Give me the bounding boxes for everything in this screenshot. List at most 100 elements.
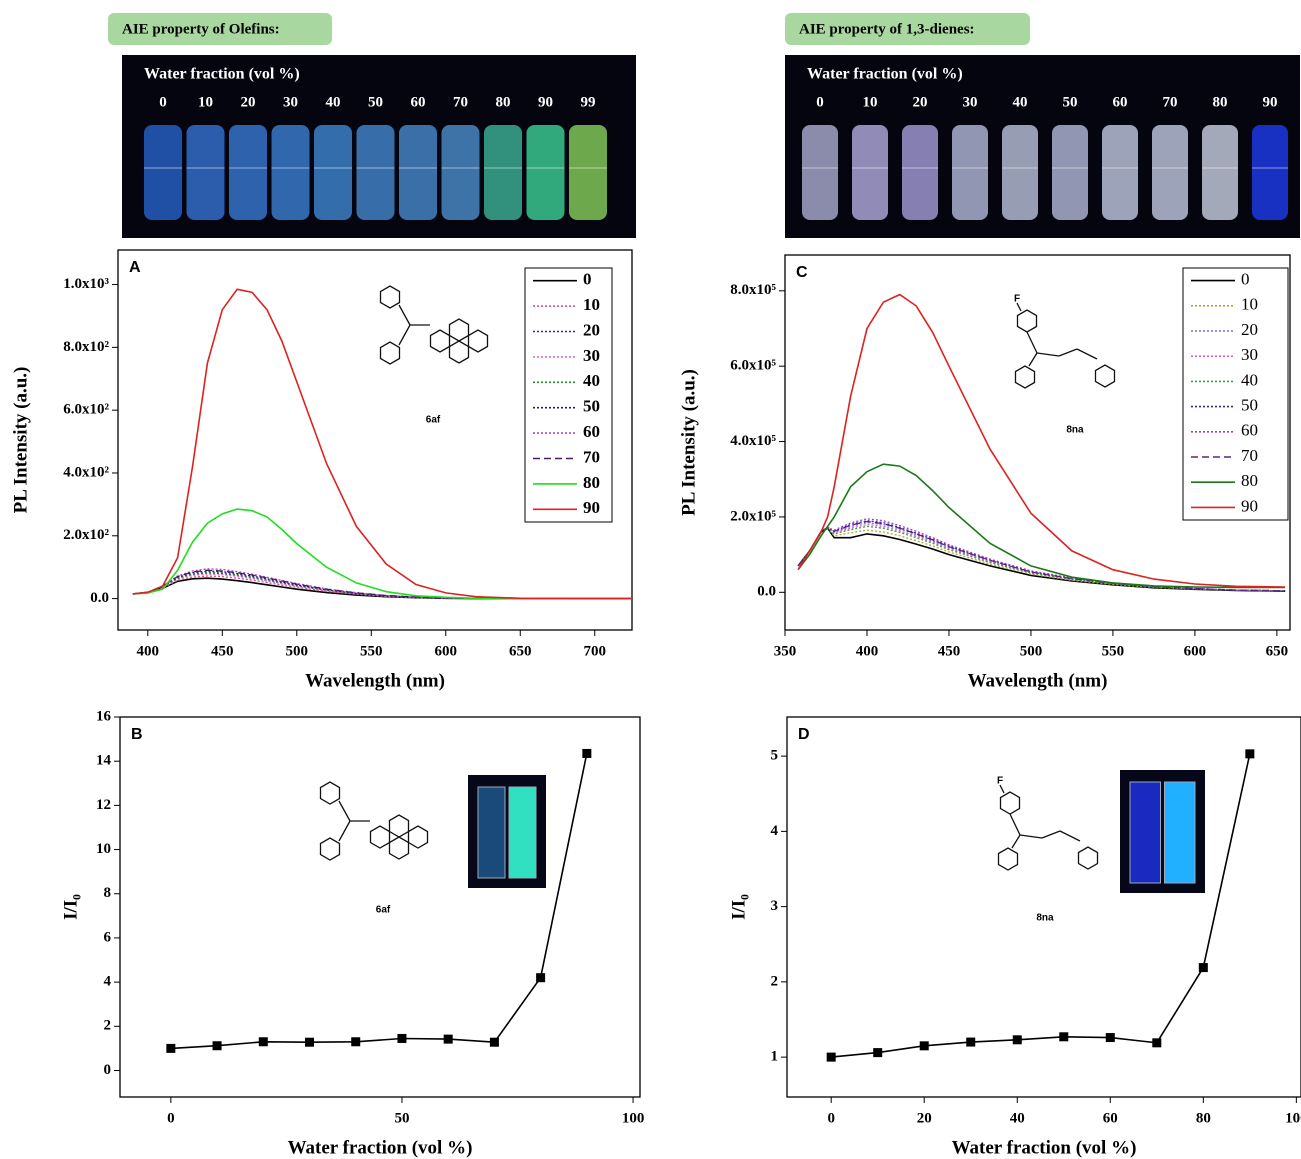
molecule-ring bbox=[448, 340, 470, 364]
x-tick-label: 20 bbox=[917, 1110, 932, 1126]
data-point bbox=[351, 1037, 361, 1047]
vial bbox=[1052, 125, 1088, 220]
series-line bbox=[797, 527, 1286, 592]
molecule-bond bbox=[1076, 348, 1098, 360]
legend-label: 60 bbox=[1241, 421, 1258, 440]
y-tick-label: 8.0x10⁵ bbox=[730, 282, 776, 298]
legend-label: 40 bbox=[583, 371, 600, 390]
fraction-label: 80 bbox=[496, 94, 511, 110]
molecule-bond bbox=[1016, 302, 1022, 312]
title-box bbox=[785, 13, 1030, 45]
data-point bbox=[443, 1034, 453, 1044]
fraction-label: 70 bbox=[1163, 94, 1178, 110]
data-point bbox=[166, 1043, 176, 1053]
molecule-ring bbox=[388, 836, 410, 860]
vial bbox=[952, 125, 988, 220]
legend-label: 60 bbox=[583, 422, 600, 441]
molecule-ring bbox=[388, 814, 410, 838]
y-tick-label: 4 bbox=[771, 823, 779, 839]
x-tick-label: 550 bbox=[1102, 643, 1125, 659]
molecule-bond bbox=[398, 304, 411, 326]
plot-frame bbox=[784, 254, 1291, 631]
legend-label: 70 bbox=[583, 447, 600, 466]
molecule-bond bbox=[999, 784, 1005, 794]
y-axis-title: I/I₀ bbox=[60, 894, 81, 920]
fraction-label: 60 bbox=[411, 94, 426, 110]
plot-frame bbox=[786, 716, 1301, 1098]
fraction-label: 60 bbox=[1113, 94, 1128, 110]
molecule-ring bbox=[999, 791, 1021, 815]
legend-label: 0 bbox=[583, 270, 592, 289]
photo-caption: Water fraction (vol %) bbox=[807, 66, 963, 83]
y-tick-label: 0 bbox=[104, 1062, 112, 1078]
fraction-label: 80 bbox=[1213, 94, 1228, 110]
data-point bbox=[582, 748, 592, 758]
molecule-ring bbox=[369, 825, 391, 849]
plot-frame bbox=[119, 716, 641, 1098]
fraction-label: 40 bbox=[1013, 94, 1028, 110]
fraction-label: 20 bbox=[241, 94, 256, 110]
fraction-label: 10 bbox=[863, 94, 878, 110]
series-line bbox=[797, 527, 1286, 592]
x-tick-label: 700 bbox=[584, 643, 607, 659]
legend-label: 20 bbox=[583, 320, 600, 339]
fraction-label: 0 bbox=[816, 94, 824, 110]
series-line bbox=[132, 288, 632, 600]
data-point bbox=[397, 1033, 407, 1043]
molecule-bond bbox=[1028, 352, 1038, 367]
y-tick-label: 4 bbox=[104, 974, 112, 990]
y-tick-label: 2.0x10² bbox=[63, 527, 109, 543]
panel-label: B bbox=[131, 726, 143, 743]
series-line bbox=[797, 521, 1286, 592]
cuvette bbox=[1164, 781, 1196, 884]
vial bbox=[399, 125, 437, 220]
y-tick-label: 12 bbox=[96, 797, 111, 813]
y-tick-label: 1 bbox=[771, 1049, 779, 1065]
fraction-label: 30 bbox=[963, 94, 978, 110]
data-point bbox=[826, 1052, 836, 1062]
molecule-ring bbox=[1094, 364, 1116, 388]
molecule-bond bbox=[1059, 830, 1081, 842]
molecule-ring bbox=[429, 329, 451, 353]
photo-title: AIE property of 1,3-dienes: bbox=[799, 21, 975, 37]
molecule-bond bbox=[1058, 348, 1078, 357]
legend-label: 10 bbox=[1241, 295, 1258, 314]
molecule-ring bbox=[379, 341, 401, 365]
fraction-label: 10 bbox=[198, 94, 213, 110]
y-tick-label: 6.0x10⁵ bbox=[730, 358, 776, 374]
vial bbox=[569, 125, 607, 220]
data-point bbox=[1198, 963, 1208, 973]
legend-box bbox=[524, 267, 613, 523]
x-tick-label: 80 bbox=[1196, 1110, 1211, 1126]
vial bbox=[314, 125, 352, 220]
molecule-bond bbox=[1036, 352, 1060, 357]
plot-area bbox=[170, 753, 588, 1050]
series-line bbox=[132, 569, 632, 600]
y-tick-label: 0.0 bbox=[90, 590, 109, 606]
vial bbox=[271, 125, 310, 220]
molecule-bond bbox=[1011, 834, 1021, 849]
y-tick-label: 8.0x10² bbox=[63, 339, 109, 355]
molecule-bond bbox=[398, 324, 411, 346]
molecule-ring bbox=[319, 781, 341, 805]
x-tick-label: 450 bbox=[211, 643, 234, 659]
y-tick-label: 6.0x10² bbox=[63, 402, 109, 418]
y-tick-label: 14 bbox=[96, 753, 112, 769]
vial bbox=[802, 125, 838, 220]
cuvette bbox=[477, 786, 506, 879]
y-tick-label: 1.0x10³ bbox=[63, 276, 109, 292]
y-tick-label: 6 bbox=[104, 929, 112, 945]
data-point bbox=[873, 1048, 883, 1058]
data-point bbox=[919, 1041, 929, 1051]
x-tick-label: 500 bbox=[1020, 643, 1043, 659]
legend-label: 80 bbox=[1241, 471, 1258, 490]
y-axis-title: I/I₀ bbox=[728, 894, 749, 920]
x-tick-label: 400 bbox=[856, 643, 879, 659]
molecule-ring bbox=[407, 825, 429, 849]
legend-box bbox=[1182, 267, 1289, 521]
y-tick-label: 2 bbox=[771, 973, 779, 989]
legend-label: 20 bbox=[1241, 320, 1258, 339]
molecule-ring bbox=[467, 329, 489, 353]
legend-label: 80 bbox=[583, 473, 600, 492]
series-line bbox=[132, 508, 632, 600]
